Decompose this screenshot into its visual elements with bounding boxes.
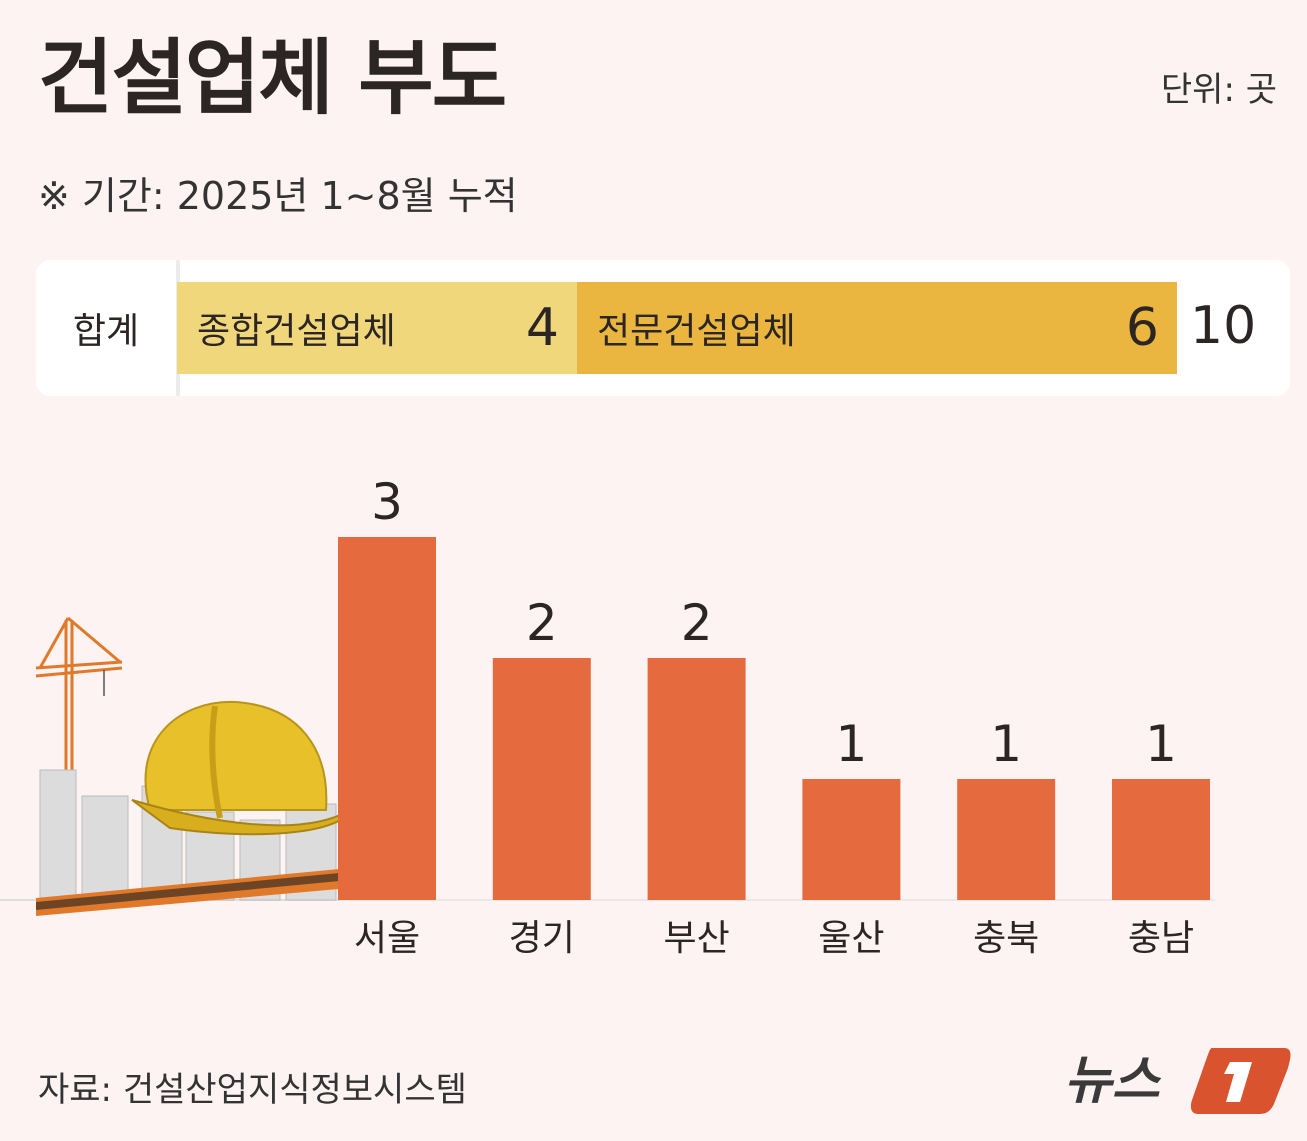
- category-label: 울산: [818, 918, 884, 959]
- bar-chart: 3 서울 2 경기 2 부산 1 울산 1 충북 1 충남: [0, 473, 1215, 959]
- unit-label: 단위: 곳: [1160, 70, 1277, 110]
- category-label: 충북: [973, 918, 1039, 959]
- svg-text:뉴스: 뉴스: [1064, 1051, 1162, 1111]
- summary-label: 합계: [72, 311, 140, 352]
- source-note: 자료: 건설산업지식정보시스템: [38, 1070, 467, 1110]
- segment-label: 종합건설업체: [197, 311, 396, 352]
- bar-value-label: 2: [681, 594, 713, 652]
- bar-울산: [802, 779, 901, 900]
- category-label: 경기: [509, 918, 575, 959]
- news1-logo: 뉴스: [1064, 1048, 1291, 1114]
- bar-value-label: 3: [371, 473, 403, 531]
- category-label: 충남: [1128, 918, 1194, 959]
- bar-충북: [957, 779, 1056, 900]
- barrier-icon: [36, 868, 350, 916]
- bar-value-label: 1: [835, 715, 867, 773]
- page-title: 건설업체 부도: [38, 31, 507, 126]
- bar-부산: [647, 658, 746, 900]
- segment-value: 6: [1125, 298, 1159, 358]
- bar-value-label: 2: [526, 594, 558, 652]
- bar-value-label: 1: [1145, 715, 1177, 773]
- segment-label: 전문건설업체: [597, 311, 796, 352]
- hard-hat-icon: [131, 700, 353, 836]
- category-label: 서울: [354, 918, 420, 959]
- segment-general-contractors: 종합건설업체 4: [177, 282, 577, 374]
- bar-서울: [338, 537, 436, 900]
- period-note: ※ 기간: 2025년 1~8월 누적: [38, 174, 518, 218]
- category-label: 부산: [663, 918, 729, 959]
- segment-specialty-contractors: 전문건설업체 6: [577, 282, 1177, 374]
- bar-경기: [492, 658, 591, 900]
- bar-value-label: 1: [990, 715, 1022, 773]
- segment-value: 4: [525, 298, 559, 358]
- bar-충남: [1112, 779, 1210, 900]
- construction-illustration: [0, 616, 353, 916]
- summary-total: 10: [1190, 296, 1257, 356]
